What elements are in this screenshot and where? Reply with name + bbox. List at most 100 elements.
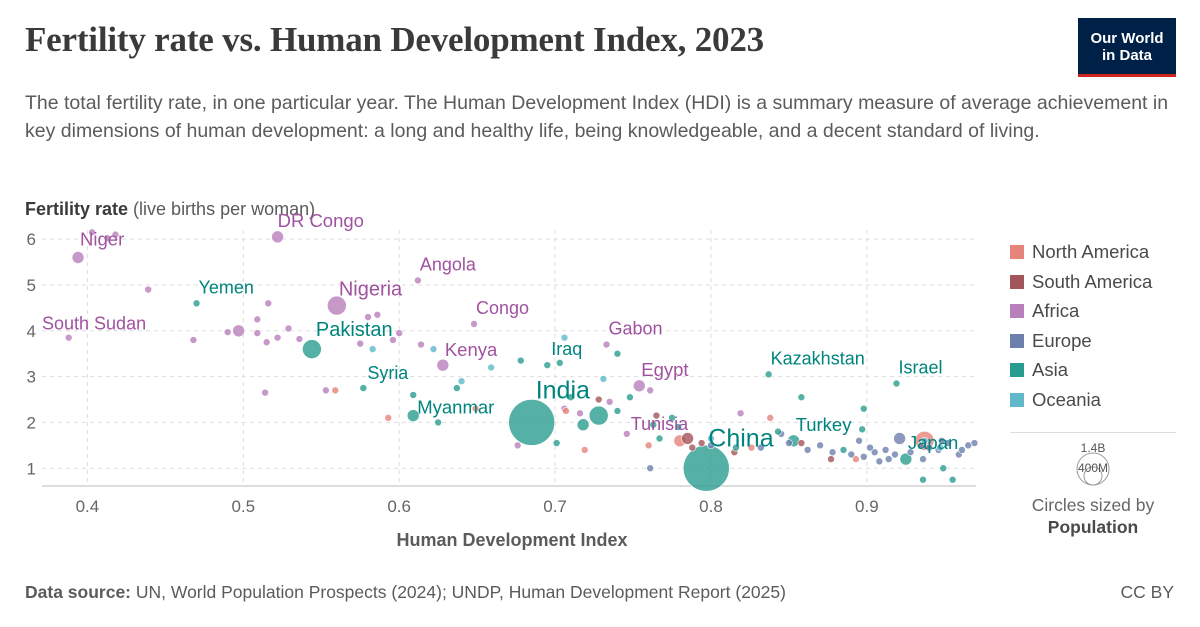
myanmar-label: Myanmar (417, 397, 494, 418)
egypt-label: Egypt (641, 359, 688, 380)
x-axis-ticks: 0.4 0.5 0.6 0.7 0.8 0.9 (76, 497, 879, 516)
license[interactable]: CC BY (1120, 582, 1174, 602)
data-points (64, 228, 979, 492)
data-point (111, 230, 120, 239)
myanmar-point (406, 409, 420, 422)
data-point (599, 375, 608, 383)
china-label: China (708, 424, 773, 452)
size-variable[interactable]: Population (1047, 517, 1139, 537)
data-point (384, 414, 393, 422)
data-point (646, 386, 654, 395)
data-point (434, 418, 442, 427)
legend-item-asia[interactable]: Asia (1010, 359, 1068, 381)
data-point (389, 336, 397, 344)
y-tick-label: 6 (27, 230, 36, 249)
gabon-point (602, 340, 611, 349)
data-point (881, 446, 890, 454)
angola-point (414, 276, 422, 285)
data-point (816, 441, 824, 450)
data-point (88, 228, 96, 237)
data-point (429, 345, 438, 353)
data-point (939, 464, 948, 473)
logo-line-1: Our World (1090, 30, 1164, 47)
y-axis-label-unit: (live births per woman) (128, 199, 316, 219)
kenya-point (436, 358, 450, 372)
data-point (797, 439, 806, 447)
size-label-large: 1.4B (1081, 441, 1106, 455)
data-point (516, 356, 525, 365)
nigeria-point (327, 295, 347, 316)
data-point (322, 386, 330, 395)
data-point (417, 340, 425, 349)
data-point (644, 441, 653, 450)
data-point (566, 393, 575, 402)
data-point (906, 448, 915, 457)
data-point (262, 338, 271, 347)
data-point (920, 436, 929, 445)
x-tick-label: 0.8 (699, 497, 723, 516)
nigeria-label: Nigeria (339, 279, 403, 301)
data-point (453, 384, 461, 392)
legend-item-oceania[interactable]: Oceania (1010, 389, 1101, 411)
data-point (859, 404, 868, 413)
legend-label: Oceania (1032, 389, 1101, 410)
niger-label: Niger (80, 228, 124, 249)
congo-label: Congo (476, 298, 529, 318)
data-point (870, 448, 879, 457)
data-point (580, 446, 589, 454)
point-labels: India China Nigeria Pakistan Niger DR Congo Ke… (42, 210, 958, 453)
data-point (232, 324, 245, 338)
data-point (736, 409, 745, 418)
data-point (588, 405, 609, 426)
data-point (919, 475, 927, 484)
data-source-label: Data source: (25, 582, 132, 602)
x-tick-label: 0.7 (543, 497, 567, 516)
kenya-label: Kenya (445, 339, 498, 360)
data-point (368, 345, 377, 353)
y-tick-label: 2 (27, 413, 36, 432)
x-tick-label: 0.6 (387, 497, 411, 516)
data-point (264, 299, 273, 308)
egypt-point (632, 379, 646, 393)
data-point (552, 439, 561, 447)
data-point (409, 391, 418, 399)
india-label: India (536, 376, 590, 404)
data-point (395, 329, 403, 337)
data-point (652, 411, 661, 420)
data-point (925, 443, 934, 452)
legend-label: South America (1032, 270, 1153, 292)
data-point (859, 452, 868, 461)
data-point (576, 418, 590, 432)
data-point (253, 315, 262, 324)
legend-item-south-america[interactable]: South America (1010, 271, 1152, 293)
data-point (948, 475, 957, 484)
data-point (555, 359, 564, 367)
data-point (646, 464, 654, 473)
data-point (331, 386, 340, 395)
data-point (144, 285, 152, 294)
y-tick-label: 5 (27, 276, 36, 295)
legend-item-europe[interactable]: Europe (1010, 330, 1092, 352)
legend-item-north-america[interactable]: North America (1010, 241, 1149, 263)
x-axis-title: Human Development Index (396, 530, 627, 550)
dr-congo-label: DR Congo (278, 210, 364, 231)
data-point (560, 333, 569, 342)
data-point (674, 423, 683, 431)
data-point (364, 313, 372, 321)
data-point (189, 336, 198, 344)
data-point (605, 398, 614, 406)
size-circle-small (1083, 466, 1103, 486)
legend-label: Africa (1032, 300, 1080, 322)
japan-point (899, 452, 913, 466)
chart-subtitle: The total fertility rate, in one particu… (25, 92, 1169, 142)
tunisia-label: Tunisia (631, 414, 689, 434)
legend-item-africa[interactable]: Africa (1010, 300, 1079, 322)
data-point (797, 393, 806, 402)
kazakhstan-point (764, 370, 773, 379)
owid-logo[interactable]: Our World in Data (1078, 18, 1176, 77)
congo-point (470, 320, 478, 328)
data-point (688, 443, 697, 452)
data-point (855, 436, 863, 445)
data-point (732, 443, 740, 452)
data-point (261, 388, 269, 397)
